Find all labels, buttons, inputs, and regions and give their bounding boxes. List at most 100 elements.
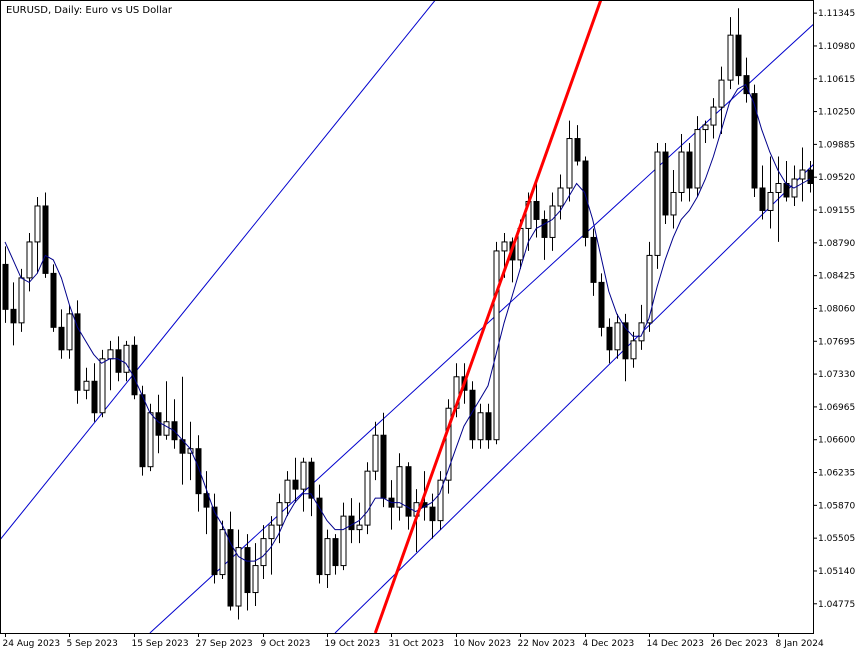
candle xyxy=(654,143,661,269)
x-tick-label: 15 Sep 2023 xyxy=(132,639,189,649)
candle-body-bearish xyxy=(155,412,162,436)
candle xyxy=(316,484,323,584)
candle xyxy=(718,66,725,135)
candle-body-bearish xyxy=(227,529,234,607)
channel-line-3 xyxy=(334,164,813,633)
candle xyxy=(252,543,259,607)
x-tick-label: 27 Sep 2023 xyxy=(196,639,253,649)
candle-body-bullish xyxy=(396,466,403,508)
candle-body-bearish xyxy=(131,344,138,396)
candle-body-bearish xyxy=(211,506,218,576)
candle-body-bullish xyxy=(493,250,500,441)
candle xyxy=(356,502,363,544)
x-tick-label: 9 Oct 2023 xyxy=(261,639,311,649)
candle-body-bullish xyxy=(300,461,307,490)
candle xyxy=(2,246,9,323)
candle xyxy=(493,241,500,445)
plot-layer xyxy=(1,1,813,633)
candle-body-bullish xyxy=(799,169,806,180)
candle-body-bullish xyxy=(654,151,661,256)
candle xyxy=(131,336,138,400)
candle xyxy=(533,179,540,238)
candle-body-bearish xyxy=(582,160,589,238)
candle xyxy=(590,228,597,296)
y-tick-label: 1.08425 xyxy=(818,272,855,282)
candle xyxy=(566,120,573,202)
candle-body-bullish xyxy=(630,340,637,360)
candle-body-bullish xyxy=(324,538,331,576)
candle xyxy=(211,493,218,584)
candle-body-bullish xyxy=(364,470,371,526)
x-tick-label: 19 Oct 2023 xyxy=(325,639,381,649)
red-trendline xyxy=(373,1,603,633)
candle xyxy=(332,534,339,575)
candle-body-bullish xyxy=(235,547,242,607)
y-tick-label: 1.07695 xyxy=(818,337,855,347)
candle xyxy=(686,143,693,202)
y-tick-label: 1.06600 xyxy=(818,436,855,446)
candle-body-bearish xyxy=(58,326,65,351)
y-tick-label: 1.05140 xyxy=(818,567,855,577)
candle xyxy=(614,313,621,359)
candle-body-bullish xyxy=(83,380,90,391)
y-tick-label: 1.05505 xyxy=(818,534,855,544)
candle xyxy=(10,282,17,346)
candle-body-bearish xyxy=(74,313,81,391)
candle xyxy=(759,165,766,220)
candle-body-bullish xyxy=(557,187,564,207)
candle xyxy=(606,318,613,364)
x-tick-label: 4 Dec 2023 xyxy=(583,639,635,649)
candle xyxy=(50,264,57,332)
candle-body-bullish xyxy=(66,313,73,351)
candle xyxy=(227,511,234,611)
candle-body-bearish xyxy=(316,497,323,576)
y-tick-label: 1.08790 xyxy=(818,239,855,249)
candle-body-bullish xyxy=(123,344,130,373)
candle-body-bullish xyxy=(147,412,154,468)
y-tick-label: 1.05870 xyxy=(818,501,855,511)
x-tick-label: 24 Aug 2023 xyxy=(3,639,61,649)
candle xyxy=(99,349,106,418)
candle-body-bearish xyxy=(42,205,49,274)
candle-body-bullish xyxy=(694,129,701,189)
x-tick-label: 14 Dec 2023 xyxy=(647,639,705,649)
candle-body-bullish xyxy=(356,524,363,531)
candle-body-bullish xyxy=(702,124,709,131)
candle-body-bearish xyxy=(429,506,436,522)
y-tick-label: 1.11345 xyxy=(818,9,855,19)
candle xyxy=(630,331,637,368)
candle xyxy=(340,502,347,571)
candle-body-bearish xyxy=(759,187,766,211)
y-tick-label: 1.10250 xyxy=(818,108,855,118)
candle xyxy=(727,17,734,90)
candle-body-bearish xyxy=(10,308,17,324)
candle-body-bullish xyxy=(437,479,444,522)
candle-body-bullish xyxy=(219,529,226,576)
candle-body-bullish xyxy=(614,322,621,351)
candle xyxy=(74,300,81,404)
candle xyxy=(405,462,412,530)
x-tick-label: 8 Jan 2024 xyxy=(776,639,824,649)
candle xyxy=(678,134,685,202)
candle-body-bullish xyxy=(372,434,379,472)
candle xyxy=(582,156,589,247)
candle-body-bearish xyxy=(743,75,750,95)
candle xyxy=(292,457,299,503)
candle-body-bullish xyxy=(252,565,259,594)
x-tick-label: 26 Dec 2023 xyxy=(711,639,769,649)
candle-body-bearish xyxy=(598,281,605,328)
channel-line-1 xyxy=(1,1,436,540)
candle-body-bullish xyxy=(670,191,677,216)
candle-body-bullish xyxy=(638,322,645,342)
candle xyxy=(372,421,379,481)
candle xyxy=(485,403,492,449)
candle-body-bearish xyxy=(91,380,98,414)
y-tick-label: 1.04775 xyxy=(818,600,855,610)
candle-body-bearish xyxy=(574,138,581,162)
candle xyxy=(284,471,291,517)
candle-body-bearish xyxy=(606,326,613,351)
y-tick-label: 1.06965 xyxy=(818,403,855,413)
candle-body-bearish xyxy=(590,236,597,283)
candle-body-bullish xyxy=(284,479,291,504)
